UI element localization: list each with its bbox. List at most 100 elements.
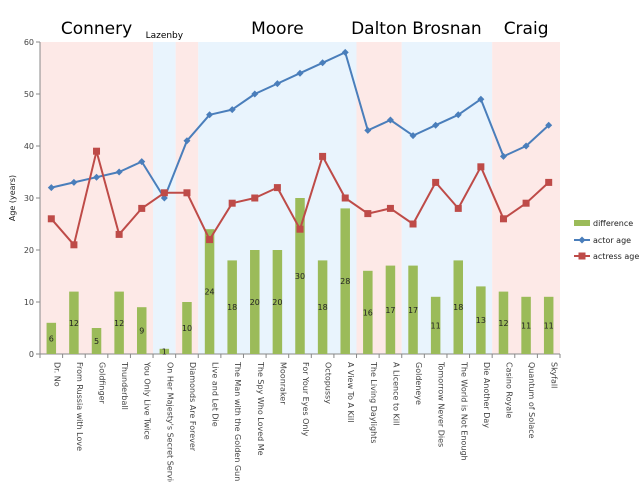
era-label: Dalton <box>351 19 407 39</box>
y-tick-label: 50 <box>24 90 34 99</box>
actress-age-point <box>251 194 259 202</box>
film-label: Dr. No <box>52 362 61 387</box>
legend-label-difference: difference <box>593 219 633 228</box>
axes: 0 10 20 30 40 50 60 <box>24 38 561 359</box>
difference-bar <box>498 291 509 354</box>
actress-age-point <box>545 178 553 186</box>
difference-bar <box>91 328 102 354</box>
difference-data-label: 9 <box>139 327 144 336</box>
difference-data-label: 11 <box>521 321 531 330</box>
difference-bar <box>295 198 305 354</box>
legend-marker-actor-age <box>578 236 586 244</box>
actor-age-point <box>296 69 304 77</box>
actor-age-point <box>138 158 146 166</box>
difference-bar <box>521 296 531 354</box>
difference-bar <box>114 291 124 354</box>
era-labels: Connery Lazenby Moore Dalton Brosnan Craig <box>61 19 549 41</box>
film-label: From Russia with Love <box>75 362 84 451</box>
film-label: Skyfall <box>550 362 559 388</box>
actress-age-point <box>522 199 530 207</box>
difference-data-label: 10 <box>182 324 192 333</box>
actress-age-point <box>93 147 101 155</box>
era-band <box>40 42 154 354</box>
actor-age-point <box>432 121 440 129</box>
actress-age-point <box>138 204 146 212</box>
actress-age-point <box>386 204 394 212</box>
film-label: On Her Majesty's Secret Service <box>165 362 174 482</box>
actor-age-point <box>206 111 214 119</box>
actor-age-point <box>364 126 372 134</box>
actor-age-point <box>70 178 78 186</box>
difference-bar <box>69 291 79 354</box>
difference-data-label: 11 <box>544 321 554 330</box>
actor-age-point <box>183 137 191 145</box>
actress-age-point <box>47 215 55 223</box>
difference-data-label: 20 <box>272 298 282 307</box>
actor-age-point <box>228 106 236 114</box>
difference-bar <box>430 296 441 354</box>
difference-data-label: 28 <box>340 277 350 286</box>
film-label: A View To A Kill <box>346 362 355 422</box>
actress-age-point <box>341 194 349 202</box>
actor-age-point <box>522 142 530 150</box>
actor-age-point <box>341 48 349 56</box>
difference-data-label: 12 <box>114 319 124 328</box>
difference-data-label: 30 <box>295 272 305 281</box>
difference-bar <box>227 260 237 354</box>
y-tick-label: 20 <box>24 246 34 255</box>
actress-age-point <box>228 199 236 207</box>
film-label: Octopussy <box>324 362 333 404</box>
difference-data-label: 17 <box>385 306 395 315</box>
difference-data-label: 5 <box>94 337 99 346</box>
film-label: Live and Let Die <box>211 362 220 427</box>
difference-bar <box>250 250 260 354</box>
film-label: The Living Daylights <box>369 361 378 443</box>
actor-age-point <box>47 184 55 192</box>
y-tick-label: 40 <box>24 142 34 151</box>
y-axis-label: Age (years) <box>8 175 17 221</box>
y-tick-label: 10 <box>24 298 34 307</box>
film-label: Casino Royale <box>504 362 513 418</box>
actress-age-point <box>160 189 168 197</box>
difference-data-label: 12 <box>498 319 508 328</box>
legend-marker-actress-age <box>578 252 586 260</box>
difference-bar <box>408 265 418 354</box>
actress-age-point <box>319 152 327 160</box>
film-label: Tomorrow Never Dies <box>437 361 446 447</box>
difference-data-label: 1 <box>162 347 167 356</box>
era-band <box>175 42 199 354</box>
era-label: Brosnan <box>412 19 482 39</box>
legend-swatch-difference <box>574 220 590 226</box>
difference-data-label: 12 <box>69 319 79 328</box>
actor-age-point <box>273 80 281 88</box>
actor-age-point <box>409 132 417 140</box>
difference-data-label: 6 <box>49 334 54 343</box>
difference-bar <box>453 260 464 354</box>
actor-age-point <box>545 121 553 129</box>
actor-age-point <box>115 168 123 176</box>
difference-bar <box>543 296 554 354</box>
difference-bar <box>476 286 486 354</box>
difference-data-label: 13 <box>476 316 486 325</box>
film-label: A Licence to Kill <box>391 362 400 425</box>
film-label: Moonraker <box>278 362 287 405</box>
y-tick-label: 60 <box>24 38 34 47</box>
film-labels: Dr. No From Russia with Love Goldfinger Thu… <box>52 361 558 482</box>
difference-data-label: 11 <box>431 321 441 330</box>
legend-label-actress-age: actress age <box>593 252 639 261</box>
film-label: The Man with the Golden Gun <box>233 361 242 481</box>
actress-age-point <box>499 215 507 223</box>
actor-age-point <box>499 152 507 160</box>
actor-age-point <box>319 59 327 67</box>
era-label: Craig <box>504 19 549 39</box>
y-tick-label: 30 <box>24 194 34 203</box>
difference-bar <box>136 307 147 354</box>
difference-data-label: 18 <box>227 303 237 312</box>
difference-data-label: 18 <box>453 303 463 312</box>
film-label: You Only Live Twice <box>143 361 152 440</box>
actor-age-point <box>93 173 101 181</box>
difference-bar <box>182 302 192 354</box>
age-lines <box>47 48 553 249</box>
difference-bar <box>204 229 215 354</box>
y-tick-label: 0 <box>29 350 34 359</box>
